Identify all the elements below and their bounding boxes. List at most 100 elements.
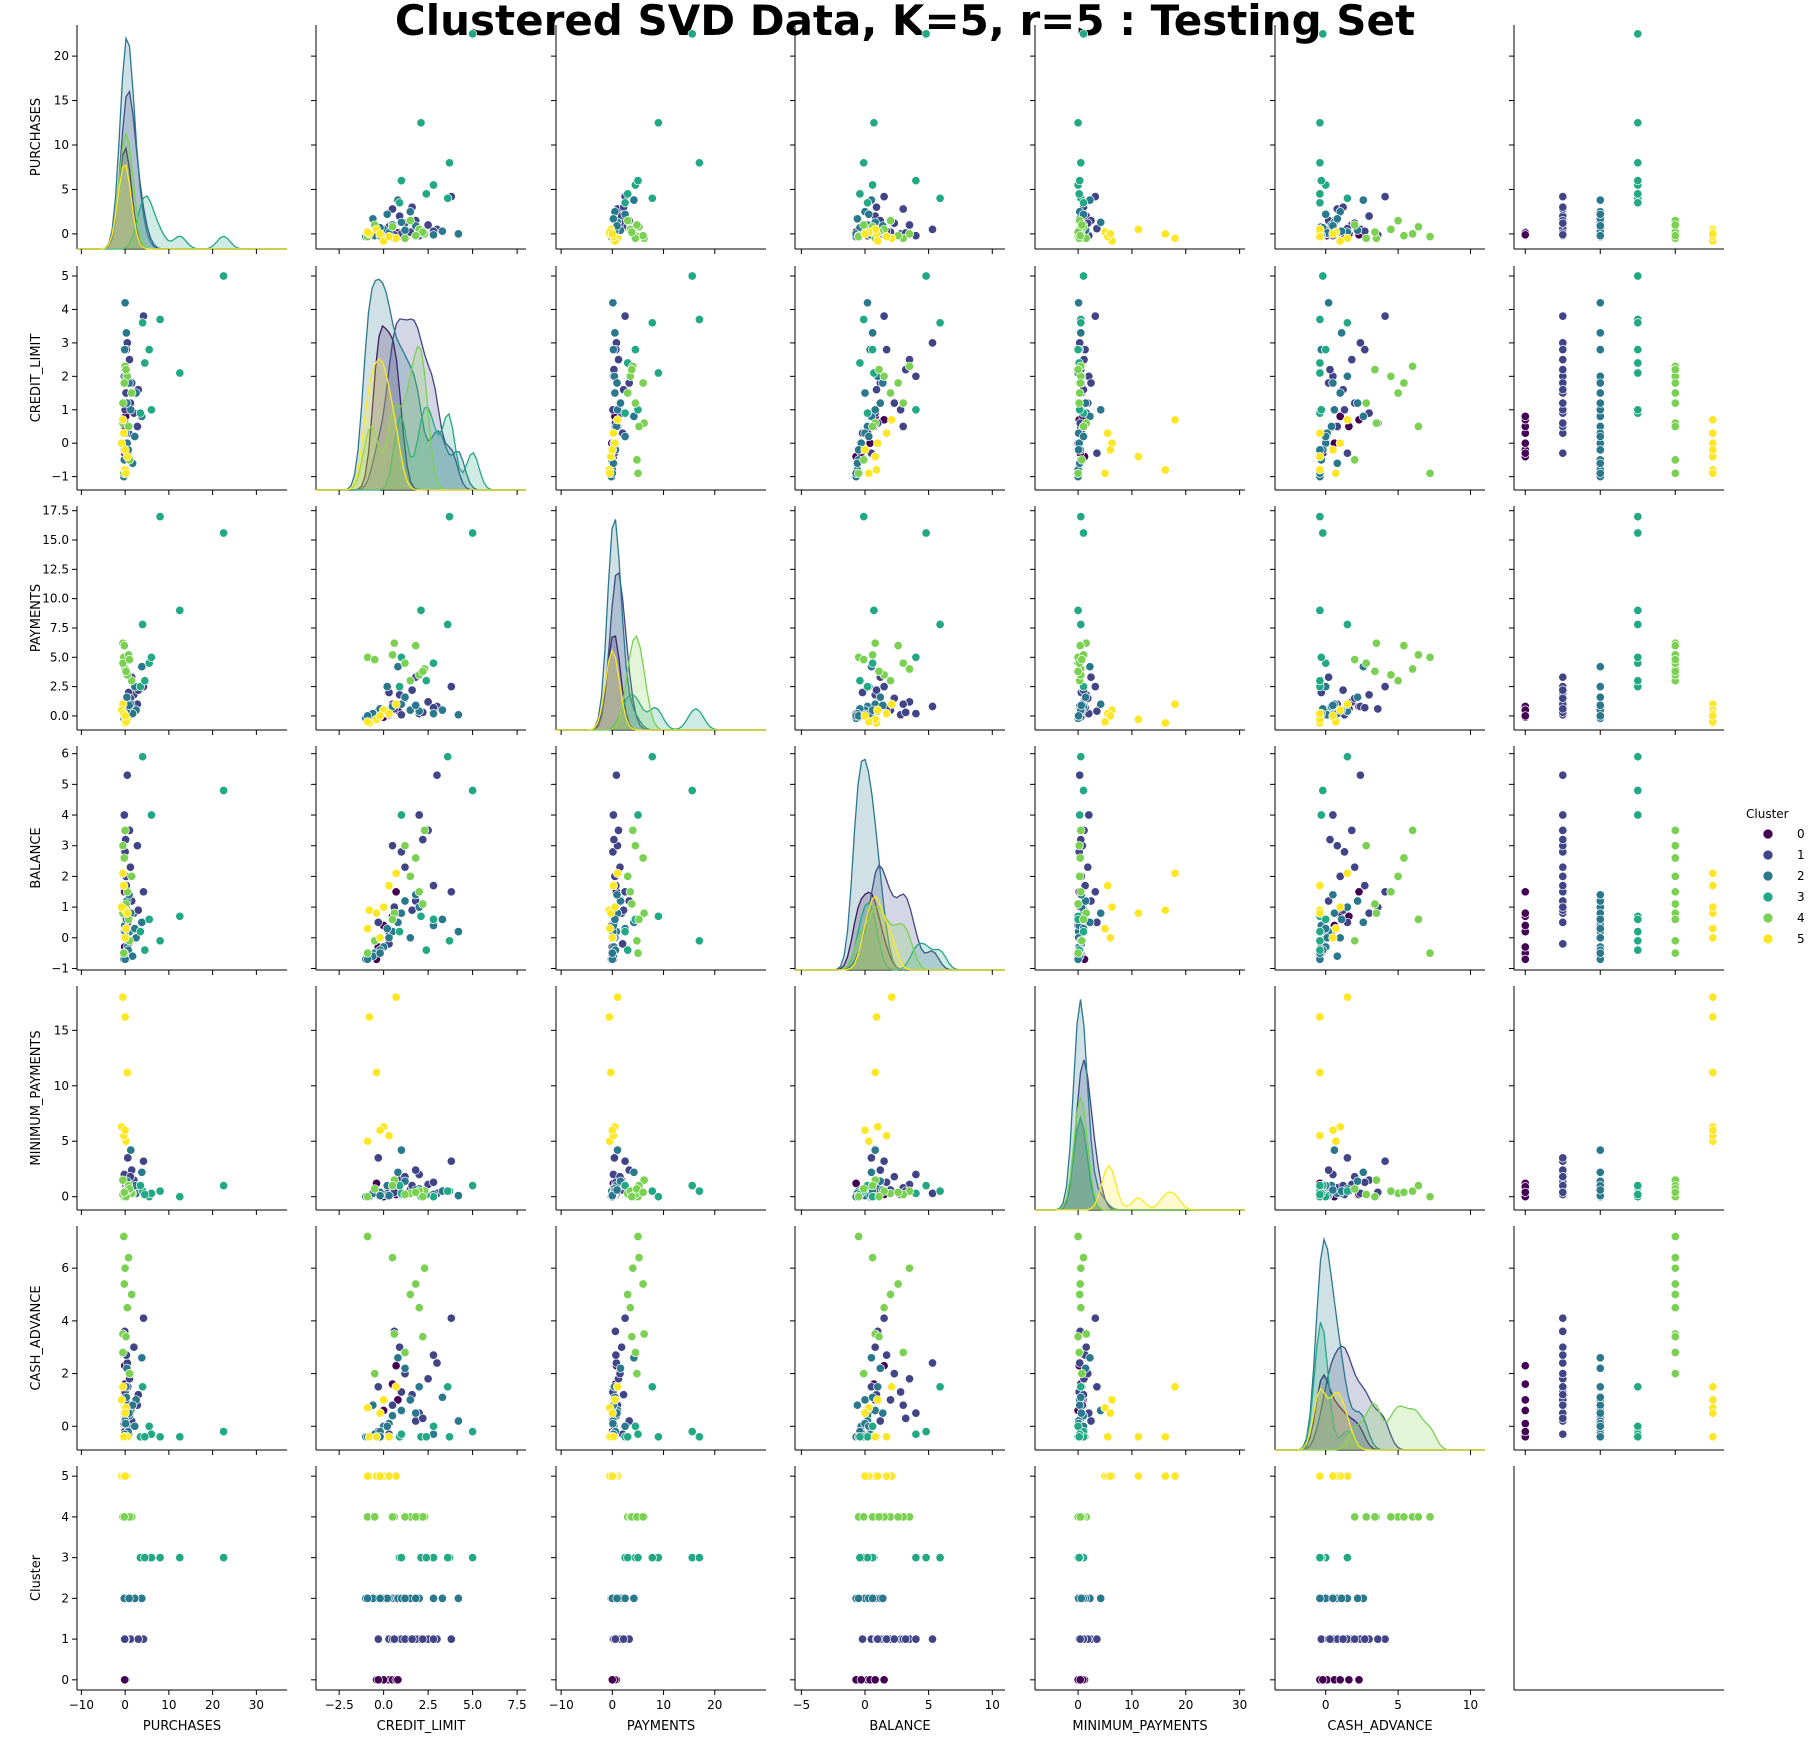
point-cluster-2 — [873, 1382, 883, 1392]
point-cluster-3 — [1315, 512, 1325, 522]
point-cluster-3 — [144, 914, 154, 924]
x-tick-label: −10 — [548, 1698, 573, 1712]
panel-MINIMUM_PAYMENTS-vs-PURCHASES: 0 5 10 15 MINIMUM_PAYMENTS — [29, 986, 287, 1215]
point-cluster-4 — [119, 378, 129, 388]
point-cluster-5 — [1170, 233, 1180, 243]
point-cluster-2 — [875, 398, 885, 408]
point-cluster-2 — [137, 1167, 147, 1177]
point-cluster-2 — [1358, 1167, 1368, 1177]
panel-CREDIT_LIMIT-vs-PAYMENTS — [551, 266, 766, 495]
point-cluster-4 — [1670, 853, 1680, 863]
point-cluster-4 — [859, 655, 869, 665]
point-cluster-5 — [371, 908, 382, 918]
point-cluster-5 — [364, 1012, 374, 1022]
x-tick-label: 0.0 — [374, 1698, 393, 1712]
kde-fill-cluster-1 — [795, 865, 1005, 970]
point-cluster-1 — [898, 204, 908, 214]
point-cluster-3 — [1633, 1421, 1643, 1431]
point-cluster-1 — [620, 1156, 630, 1166]
point-cluster-4 — [868, 421, 878, 432]
kde-fill-cluster-2 — [316, 279, 526, 490]
point-cluster-5 — [384, 709, 394, 719]
point-cluster-4 — [874, 1192, 884, 1202]
point-cluster-3 — [1075, 176, 1085, 186]
point-cluster-2 — [363, 1593, 373, 1603]
point-cluster-3 — [1342, 318, 1352, 328]
point-cluster-2 — [1595, 933, 1605, 943]
point-cluster-4 — [1670, 936, 1680, 946]
point-cluster-4 — [1386, 1512, 1396, 1522]
kde-fill-cluster-3 — [77, 196, 287, 249]
point-cluster-3 — [647, 318, 657, 328]
kde-fill-cluster-4 — [1035, 1096, 1245, 1210]
point-cluster-4 — [638, 1512, 648, 1522]
point-cluster-1 — [1558, 218, 1568, 228]
point-cluster-3 — [146, 810, 156, 820]
point-cluster-4 — [387, 222, 398, 232]
point-cluster-2 — [120, 298, 130, 308]
kde-line-cluster-5 — [556, 648, 766, 731]
point-cluster-4 — [1077, 1369, 1087, 1379]
point-cluster-3 — [935, 619, 945, 630]
point-cluster-3 — [219, 1427, 229, 1437]
kde-line-cluster-0 — [77, 146, 287, 250]
point-cluster-2 — [860, 1395, 870, 1405]
point-cluster-2 — [875, 1363, 885, 1373]
point-cluster-4 — [1670, 948, 1680, 958]
y-tick-label: 3 — [61, 336, 69, 350]
point-cluster-1 — [373, 917, 383, 927]
point-cluster-4 — [1670, 220, 1680, 230]
point-cluster-1 — [911, 371, 921, 381]
point-cluster-1 — [1347, 355, 1357, 365]
kde-line-cluster-1 — [556, 571, 766, 731]
point-cluster-3 — [911, 176, 921, 186]
point-cluster-1 — [1373, 1634, 1383, 1644]
point-cluster-3 — [694, 1186, 704, 1196]
kde-fill-cluster-4 — [77, 133, 287, 249]
y-axis-label: PAYMENTS — [29, 584, 44, 652]
point-cluster-4 — [414, 1303, 424, 1313]
point-cluster-2 — [121, 328, 131, 338]
point-cluster-2 — [411, 1408, 421, 1418]
point-cluster-3 — [1315, 676, 1325, 686]
point-cluster-3 — [911, 1553, 921, 1563]
point-cluster-0 — [1520, 711, 1530, 721]
point-cluster-1 — [1558, 871, 1568, 881]
point-cluster-5 — [391, 1382, 401, 1392]
point-cluster-1 — [132, 841, 142, 851]
point-cluster-1 — [885, 1395, 896, 1405]
point-cluster-4 — [1425, 232, 1435, 242]
point-cluster-3 — [428, 1421, 439, 1431]
panel-PURCHASES-vs-BALANCE — [790, 25, 1005, 254]
point-cluster-3 — [140, 676, 150, 686]
point-cluster-2 — [126, 405, 136, 415]
point-cluster-3 — [653, 368, 663, 378]
point-cluster-2 — [620, 431, 630, 442]
point-cluster-3 — [146, 652, 156, 662]
point-cluster-2 — [1595, 468, 1605, 478]
point-cluster-3 — [1315, 314, 1325, 325]
point-cluster-5 — [384, 1432, 394, 1442]
point-cluster-2 — [1595, 711, 1605, 721]
point-cluster-1 — [1558, 810, 1568, 820]
point-cluster-4 — [1393, 216, 1403, 226]
point-cluster-3 — [647, 193, 657, 203]
point-cluster-3 — [416, 911, 426, 921]
panel-CASH_ADVANCE-vs-PAYMENTS — [551, 1226, 766, 1455]
point-cluster-3 — [687, 785, 697, 796]
point-cluster-1 — [1090, 1313, 1100, 1323]
point-cluster-0 — [1520, 908, 1530, 918]
point-cluster-2 — [1595, 1185, 1605, 1195]
legend-label-2: 2 — [1797, 869, 1805, 883]
point-cluster-1 — [1324, 896, 1334, 906]
point-cluster-3 — [146, 405, 156, 415]
point-cluster-3 — [1316, 652, 1326, 662]
point-cluster-4 — [418, 1332, 428, 1342]
point-cluster-3 — [1633, 1382, 1643, 1392]
point-cluster-1 — [1355, 770, 1365, 780]
point-cluster-5 — [1133, 1471, 1143, 1481]
point-cluster-2 — [1074, 711, 1084, 721]
point-cluster-5 — [1105, 445, 1115, 455]
point-cluster-5 — [887, 1382, 897, 1392]
